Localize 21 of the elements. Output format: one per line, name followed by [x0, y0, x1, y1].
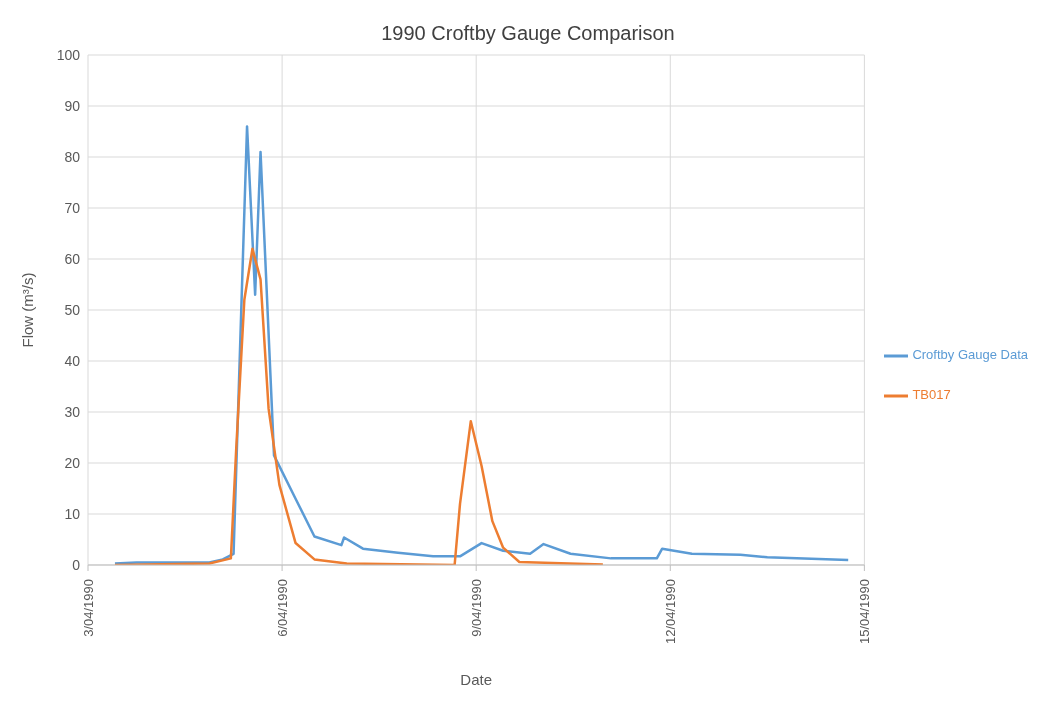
chart-title: 1990 Croftby Gauge Comparison	[380, 21, 676, 45]
x-tick-label: 3/04/1990	[80, 579, 96, 637]
x-tick-label: 9/04/1990	[468, 579, 484, 637]
y-tick-label: 90	[64, 97, 81, 114]
x-tick-label: 15/04/1990	[856, 579, 872, 645]
y-tick-label: 80	[64, 148, 81, 165]
y-tick-label: 70	[64, 199, 81, 216]
legend-label: TB017	[912, 387, 951, 402]
y-tick-label: 10	[64, 505, 81, 522]
y-tick-label: 0	[72, 556, 81, 573]
y-axis-title: Flow (m³/s)	[19, 272, 37, 348]
y-tick-label: 40	[64, 352, 81, 369]
x-tick-label: 12/04/1990	[662, 579, 678, 645]
y-tick-label: 50	[64, 301, 81, 318]
y-tick-label: 30	[64, 403, 81, 420]
y-tick-label: 60	[64, 250, 81, 267]
x-tick-label: 6/04/1990	[274, 579, 290, 637]
legend-label: Croftby Gauge Data	[912, 347, 1028, 362]
y-tick-label: 20	[64, 454, 81, 471]
x-axis-title: Date	[460, 671, 493, 688]
y-tick-label: 100	[56, 46, 81, 63]
